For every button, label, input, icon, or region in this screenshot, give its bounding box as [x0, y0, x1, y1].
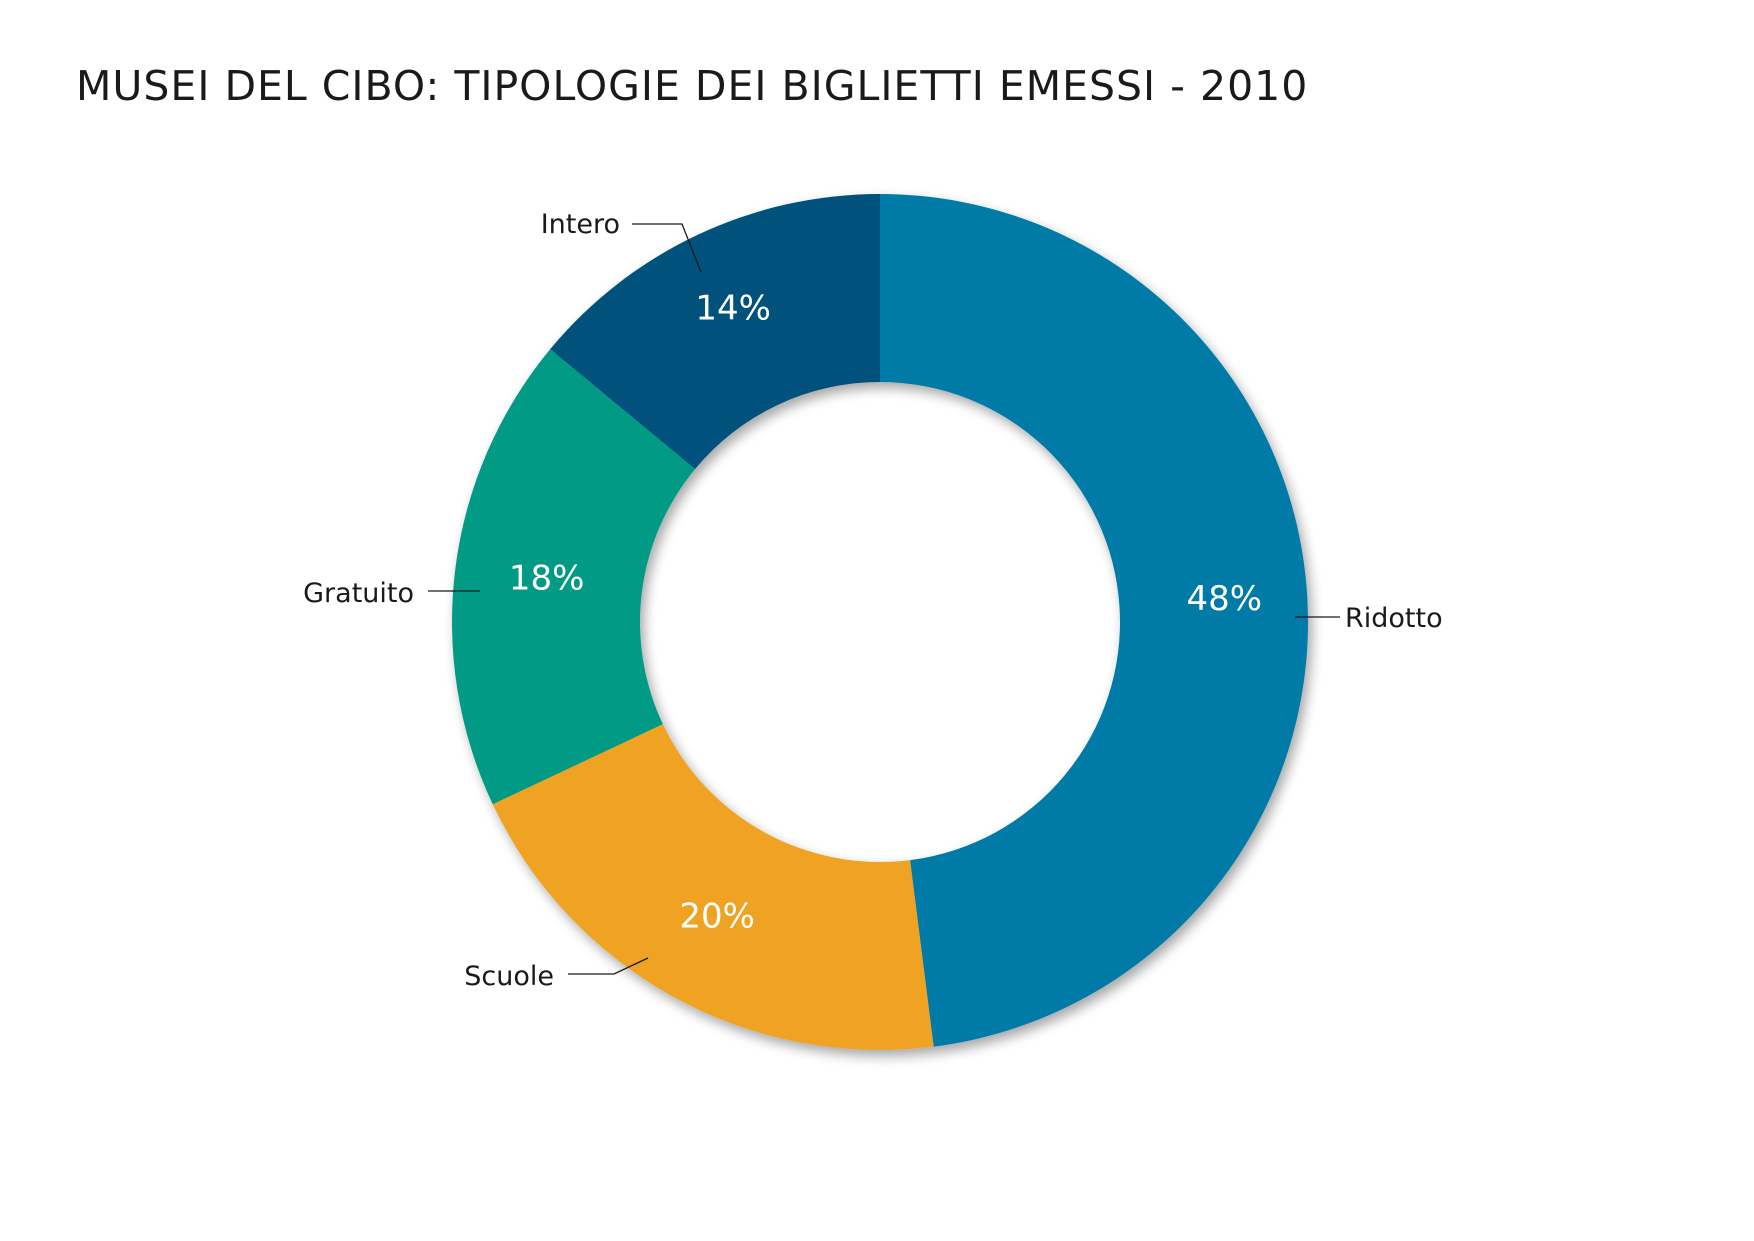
label-group: 48% Ridotto 20% Scuole 18% Gratuito 14% Intero — [303, 209, 1443, 992]
leader-line-scuole — [568, 957, 649, 975]
slice-ridotto — [880, 194, 1308, 1047]
slice-intero — [550, 194, 880, 470]
value-label-intero: 14% — [695, 288, 771, 328]
value-label-scuole: 20% — [679, 897, 755, 937]
category-label-ridotto: Ridotto — [1345, 603, 1443, 634]
leader-lines — [428, 223, 1340, 975]
category-label-gratuito: Gratuito — [303, 578, 414, 609]
slice-scuole — [492, 724, 934, 1051]
category-label-scuole: Scuole — [464, 961, 554, 992]
slice-group — [451, 194, 1308, 1051]
value-label-ridotto: 48% — [1187, 579, 1263, 619]
slice-gratuito — [451, 349, 696, 805]
chart-title: MUSEI DEL CIBO: TIPOLOGIE DEI BIGLIETTI … — [76, 62, 1309, 110]
value-label-gratuito: 18% — [509, 558, 585, 598]
category-label-intero: Intero — [541, 209, 620, 240]
leader-line-intero — [632, 223, 702, 273]
